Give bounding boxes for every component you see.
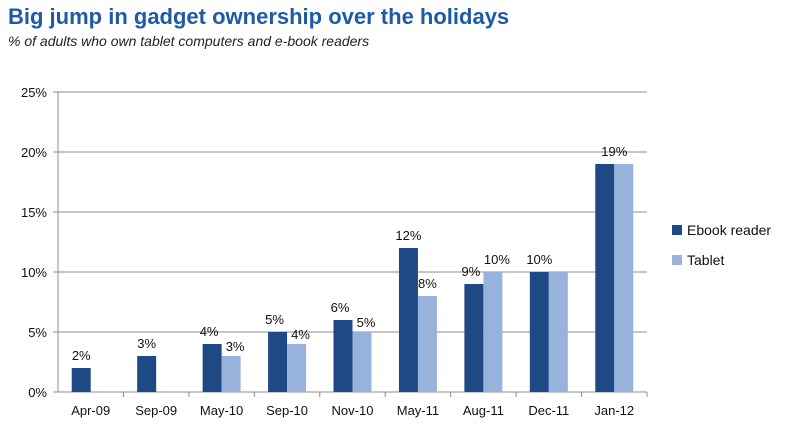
data-label-ebook-reader: 5% [265, 312, 284, 327]
y-tick-label: 10% [21, 265, 47, 280]
x-tick-label: Jan-12 [594, 403, 634, 418]
legend: Ebook reader Tablet [672, 222, 771, 268]
data-label-ebook-reader: 9% [461, 264, 480, 279]
data-label-ebook-reader: 2% [72, 348, 91, 363]
x-tick-label: Nov-10 [332, 403, 374, 418]
bar-ebook-reader [333, 320, 353, 392]
chart-subtitle: % of adults who own tablet computers and… [8, 33, 370, 49]
legend-swatch [672, 225, 682, 235]
bar-tablet [614, 164, 634, 392]
bar-ebook-reader [137, 356, 157, 392]
bar-tablet [483, 272, 503, 392]
y-tick-label: 0% [28, 385, 47, 400]
x-tick-label: Dec-11 [528, 403, 569, 418]
data-label-ebook-reader: 6% [331, 300, 350, 315]
data-label-ebook-reader: 10% [526, 252, 552, 267]
bar-tablet [417, 296, 437, 392]
data-label-tablet: 5% [357, 315, 376, 330]
axes: 0% 5% 10% 15% 20% 25% Apr-09 Sep-09 May-10 Sep-10… [21, 85, 648, 418]
data-label-tablet: 10% [484, 252, 510, 267]
x-tick-label: Sep-09 [135, 403, 177, 418]
legend-label: Ebook reader [687, 222, 771, 238]
x-tick-label: Sep-10 [266, 403, 308, 418]
x-tick-label: May-10 [200, 403, 243, 418]
bars [71, 164, 634, 392]
bar-tablet [548, 272, 568, 392]
bar-ebook-reader [529, 272, 549, 392]
y-tick-label: 20% [21, 145, 47, 160]
data-labels: 2% 3% 4% 3% 5% 4% 6% 5% 12% 8% 9% 10% 10% 19% [72, 144, 628, 363]
data-label-tablet: 4% [291, 327, 310, 342]
y-tick-label: 25% [21, 85, 47, 100]
bar-ebook-reader [268, 332, 288, 392]
data-label-ebook-reader: 12% [395, 228, 421, 243]
bar-ebook-reader [398, 248, 418, 392]
chart-title: Big jump in gadget ownership over the ho… [8, 4, 510, 29]
x-tick-label: May-11 [397, 403, 439, 418]
data-label-ebook-reader: 3% [137, 336, 156, 351]
data-label-tablet: 3% [226, 339, 245, 354]
bar-tablet [352, 332, 372, 392]
x-tick-label: Apr-09 [71, 403, 110, 418]
data-label-ebook-reader: 4% [200, 324, 219, 339]
x-tick-label: Aug-11 [463, 403, 504, 418]
data-label-shared: 19% [601, 144, 627, 159]
bar-ebook-reader [71, 368, 91, 392]
bar-ebook-reader [202, 344, 222, 392]
y-tick-label: 15% [21, 205, 47, 220]
legend-swatch [672, 255, 682, 265]
bar-ebook-reader [595, 164, 615, 392]
bar-ebook-reader [464, 284, 484, 392]
bar-tablet [287, 344, 307, 392]
legend-label: Tablet [687, 252, 724, 268]
data-label-tablet: 8% [418, 276, 437, 291]
bar-tablet [221, 356, 241, 392]
y-tick-label: 5% [28, 325, 47, 340]
